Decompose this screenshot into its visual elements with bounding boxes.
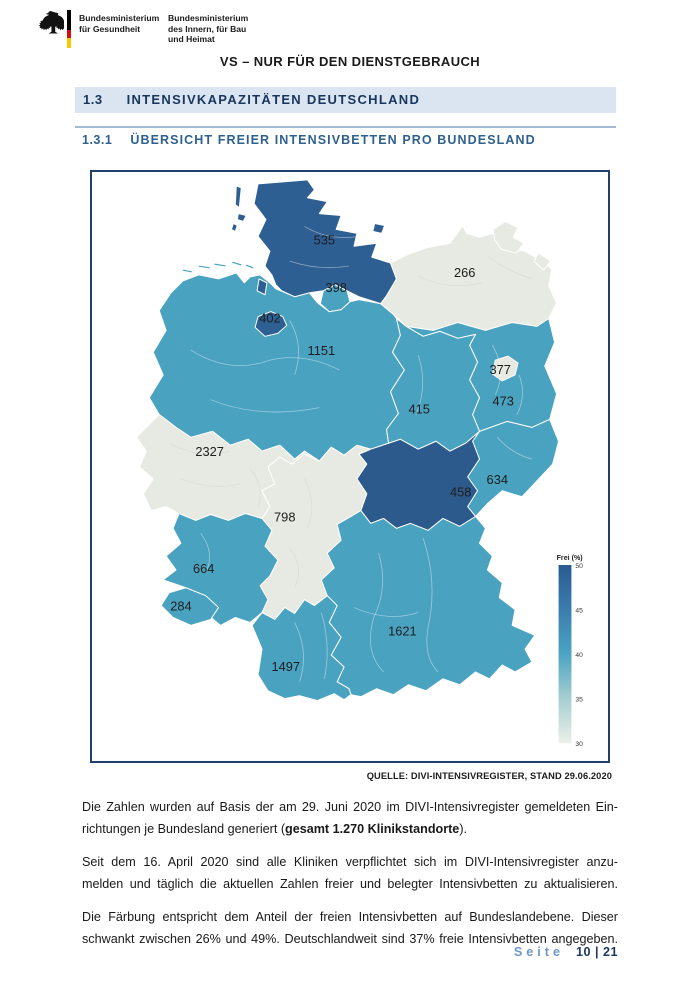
state-value-bremen: 402 <box>259 310 280 325</box>
legend-title: Frei (%) <box>557 554 584 562</box>
state-shape-saarland <box>160 587 220 626</box>
subsection-rule <box>75 126 616 128</box>
ministry-health-logo-text: Bundesministerium für Gesundheit <box>79 13 160 34</box>
paragraph-1-bold-total: gesamt 1.270 Klinikstandorte <box>285 822 460 836</box>
legend-tick-50: 50 <box>575 563 583 570</box>
east-frisian-islands <box>181 260 255 274</box>
legend-tick-45: 45 <box>575 608 583 615</box>
german-flag-stripe <box>67 10 71 48</box>
footer-page-number: 10 | 21 <box>575 945 618 959</box>
state-value-brandenburg: 473 <box>493 394 514 409</box>
state-value-baden-wuerttemberg: 1497 <box>271 659 300 674</box>
body-text: Die Zahlen wurden auf Basis der am 29. J… <box>82 796 618 961</box>
state-value-niedersachsen: 1151 <box>308 343 336 358</box>
state-shape-bremen <box>254 311 288 337</box>
state-value-schleswig-holstein: 535 <box>314 232 335 247</box>
paragraph-1-line-2-end: ). <box>459 822 468 836</box>
paragraph-3-line-2: schwankt zwischen 26% und 49%. Deutschla… <box>82 932 618 946</box>
germany-choropleth-map: 535 398 266 402 1151 377 473 415 2327 63… <box>135 179 584 748</box>
state-value-bayern: 1621 <box>388 623 417 638</box>
state-shape-sachsen-anhalt <box>386 318 480 452</box>
state-shape-sylt-island <box>234 185 242 209</box>
map-legend: Frei (%) 50 45 40 35 30 <box>557 554 584 748</box>
paragraph-3-line-1: Die Färbung entspricht dem Anteil der fr… <box>82 910 618 924</box>
legend-tick-35: 35 <box>575 697 583 704</box>
state-value-saarland: 284 <box>170 599 191 614</box>
legend-tick-30: 30 <box>575 741 583 748</box>
state-shape-fehmarn-island <box>372 222 386 234</box>
district-hairlines <box>170 226 533 682</box>
state-shape-foehr-island <box>236 213 247 222</box>
paragraph-1-line-2: richtungen je Bundesland generiert (gesa… <box>82 818 618 840</box>
legend-tick-40: 40 <box>575 652 583 659</box>
germany-icu-map-figure: 535 398 266 402 1151 377 473 415 2327 63… <box>90 170 610 763</box>
state-value-berlin: 377 <box>490 362 511 377</box>
page-footer: Seite 10 | 21 <box>218 945 618 959</box>
ministry-interior-logo-text: Bundesministerium des Innern, für Bau un… <box>168 13 249 45</box>
state-value-mecklenburg-vorpommern: 266 <box>454 265 475 280</box>
state-value-sachsen: 634 <box>487 472 508 487</box>
subsection-number: 1.3.1 <box>82 133 113 147</box>
paragraph-1: Die Zahlen wurden auf Basis der am 29. J… <box>82 796 618 840</box>
state-shape-amrum-island <box>230 222 238 232</box>
paragraph-3: Die Färbung entspricht dem Anteil der fr… <box>82 906 618 950</box>
section-title: INTENSIVKAPAZITÄTEN DEUTSCHLAND <box>126 92 421 107</box>
state-shape-usedom-island <box>533 252 552 271</box>
section-heading: 1.3 INTENSIVKAPAZITÄTEN DEUTSCHLAND <box>75 87 616 113</box>
paragraph-2-line-1: Seit dem 16. April 2020 sind alle Klinik… <box>82 855 618 869</box>
paragraph-2-line-2: melden und täglich die aktuellen Zahlen … <box>82 877 618 891</box>
state-value-hessen: 798 <box>274 509 295 524</box>
section-number: 1.3 <box>83 92 103 107</box>
state-value-nordrhein-westfalen: 2327 <box>195 444 224 459</box>
state-shape-bremerhaven <box>256 278 268 296</box>
state-shape-bayern <box>320 510 536 698</box>
subsection-title: ÜBERSICHT FREIER INTENSIVBETTEN PRO BUND… <box>130 133 536 147</box>
paragraph-1-line-2-text: richtungen je Bundesland generiert ( <box>82 822 286 836</box>
state-shape-ruegen-island <box>492 221 525 254</box>
paragraph-2: Seit dem 16. April 2020 sind alle Klinik… <box>82 851 618 895</box>
state-shape-baden-wuerttemberg <box>251 595 352 702</box>
state-value-sachsen-anhalt: 415 <box>408 402 429 417</box>
subsection-heading: 1.3.1 ÜBERSICHT FREIER INTENSIVBETTEN PRO… <box>82 133 536 147</box>
state-shape-sachsen <box>467 418 560 517</box>
state-shape-berlin <box>491 355 519 382</box>
state-shape-hamburg <box>319 284 351 313</box>
legend-gradient-bar <box>558 564 572 744</box>
footer-label: Seite <box>513 945 564 959</box>
state-value-hamburg: 398 <box>325 280 346 295</box>
state-value-rheinland-pfalz: 664 <box>193 561 214 576</box>
state-shape-niedersachsen <box>148 272 405 462</box>
federal-eagle-icon <box>38 11 64 34</box>
classification-banner: VS – NUR FÜR DEN DIENSTGEBRAUCH <box>219 54 481 69</box>
state-value-thueringen: 458 <box>450 485 471 500</box>
paragraph-1-line-1: Die Zahlen wurden auf Basis der am 29. J… <box>82 800 618 814</box>
figure-source: QUELLE: DIVI-INTENSIVREGISTER, STAND 29.… <box>366 771 612 781</box>
